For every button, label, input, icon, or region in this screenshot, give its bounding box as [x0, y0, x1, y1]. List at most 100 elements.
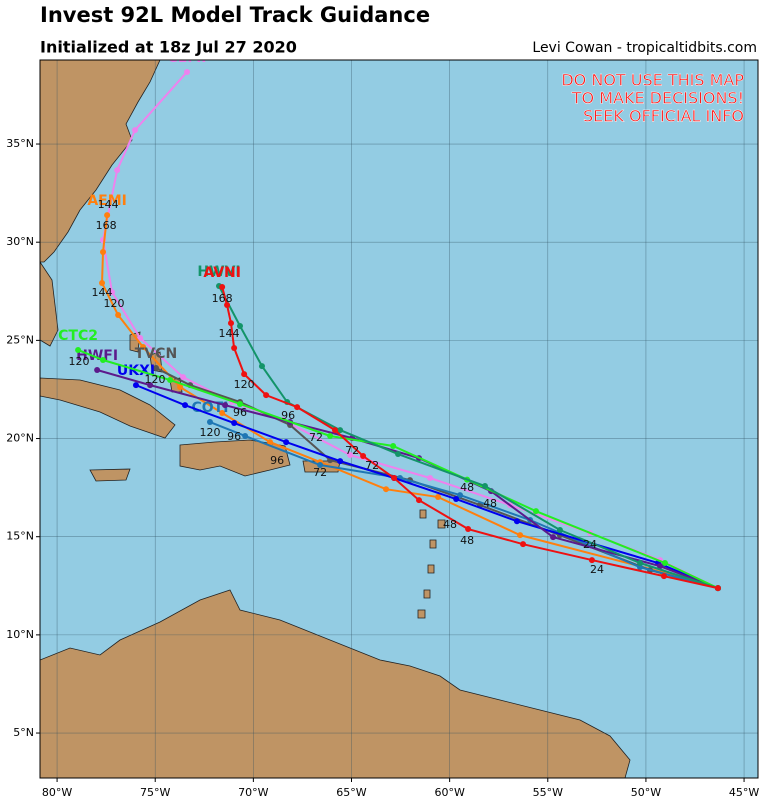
plot-layer: CEMIAEMITVCNCOTIUKXIHWFICTC2HWVIAVNI2424… [40, 50, 758, 778]
y-tick-label: 20°N [6, 432, 34, 445]
track-point [75, 346, 82, 353]
x-tick-label: 60°W [434, 786, 464, 799]
hour-label: 144 [98, 198, 119, 211]
x-tick-label: 55°W [533, 786, 563, 799]
x-tick-label: 75°W [140, 786, 170, 799]
track-point [147, 382, 154, 389]
track-point [481, 483, 488, 490]
track-point [427, 474, 434, 481]
y-tick-label: 25°N [6, 333, 34, 346]
hour-label: 96 [281, 409, 295, 422]
track-point [167, 377, 174, 384]
track-point [391, 474, 398, 481]
track-point [184, 68, 191, 75]
track-point [231, 345, 238, 352]
y-tick-label: 30°N [6, 235, 34, 248]
model-name: CTC2 [58, 328, 98, 344]
hour-label: 48 [460, 534, 474, 547]
hour-label: 96 [270, 454, 284, 467]
model-name: CEMI [168, 50, 207, 66]
model-name: HWVI [197, 264, 240, 280]
hour-label: 96 [233, 406, 247, 419]
track-point [550, 534, 557, 541]
track-point [337, 458, 344, 465]
hour-label: 144 [219, 327, 240, 340]
track-point [114, 167, 121, 174]
track-point [513, 518, 520, 525]
warning-text: SEEK OFFICIAL INFO [583, 107, 744, 126]
track-point [137, 335, 144, 342]
track-point [637, 560, 644, 567]
track-point [360, 453, 367, 460]
track-point [258, 363, 265, 370]
track-point [588, 557, 595, 564]
credit: Levi Cowan - tropicaltidbits.com [532, 40, 757, 56]
track-point [241, 371, 248, 378]
track-point [661, 560, 668, 567]
track-point [182, 402, 189, 409]
track-point [132, 127, 139, 134]
warning-text: TO MAKE DECISIONS! [571, 89, 744, 108]
track-point [714, 585, 721, 592]
track-point [222, 402, 229, 409]
track-point [383, 486, 390, 493]
track-point [435, 494, 442, 501]
track-point [390, 442, 397, 449]
x-tick-label: 70°W [238, 786, 268, 799]
hour-label: 48 [443, 518, 457, 531]
track-line [77, 349, 719, 590]
model-name: HWFI [76, 348, 118, 364]
subtitle: Initialized at 18z Jul 27 2020 [40, 38, 297, 57]
track-line [218, 285, 719, 590]
x-tick-label: 65°W [336, 786, 366, 799]
track-point [100, 249, 107, 256]
track-point [267, 439, 274, 446]
track-point [283, 439, 290, 446]
hour-label: 144 [92, 286, 113, 299]
track-point [660, 573, 667, 580]
hour-label: 24 [583, 538, 597, 551]
track-point [556, 527, 563, 534]
hour-label: 24 [590, 563, 604, 576]
track-point [94, 367, 101, 374]
track-point [327, 432, 334, 439]
track-point [237, 400, 244, 407]
y-tick-label: 5°N [13, 726, 34, 739]
track-point [657, 563, 664, 570]
track-point [637, 564, 644, 571]
track-point [219, 283, 226, 290]
hour-label: 120 [103, 297, 124, 310]
track-point [180, 374, 187, 381]
hour-label: 120 [69, 355, 90, 368]
track-point [294, 404, 301, 411]
track-point [231, 420, 238, 427]
track-point [332, 427, 339, 434]
track-point [517, 532, 524, 539]
y-tick-label: 35°N [6, 137, 34, 150]
hour-label: 120 [199, 426, 220, 439]
hour-label: 120 [234, 378, 255, 391]
track-point [104, 212, 111, 219]
track-point [263, 392, 270, 399]
track-point [100, 357, 107, 364]
model-name: TVCN [135, 346, 177, 362]
hour-label: 48 [483, 497, 497, 510]
x-tick-label: 80°W [42, 786, 72, 799]
track-point [465, 526, 472, 533]
track-point [224, 302, 231, 309]
model-name: AVNI [203, 265, 241, 281]
track-point [416, 497, 423, 504]
track-point [520, 541, 527, 548]
track-point [317, 462, 324, 469]
hour-label: 168 [96, 219, 117, 232]
track-point [457, 492, 464, 499]
track-point [227, 320, 234, 327]
track-line [221, 286, 719, 590]
track-point [453, 496, 460, 503]
track-point [115, 312, 122, 319]
warning-text: DO NOT USE THIS MAP [561, 71, 744, 90]
track-point [206, 419, 213, 426]
track-point [395, 451, 402, 458]
track-point [153, 365, 160, 372]
